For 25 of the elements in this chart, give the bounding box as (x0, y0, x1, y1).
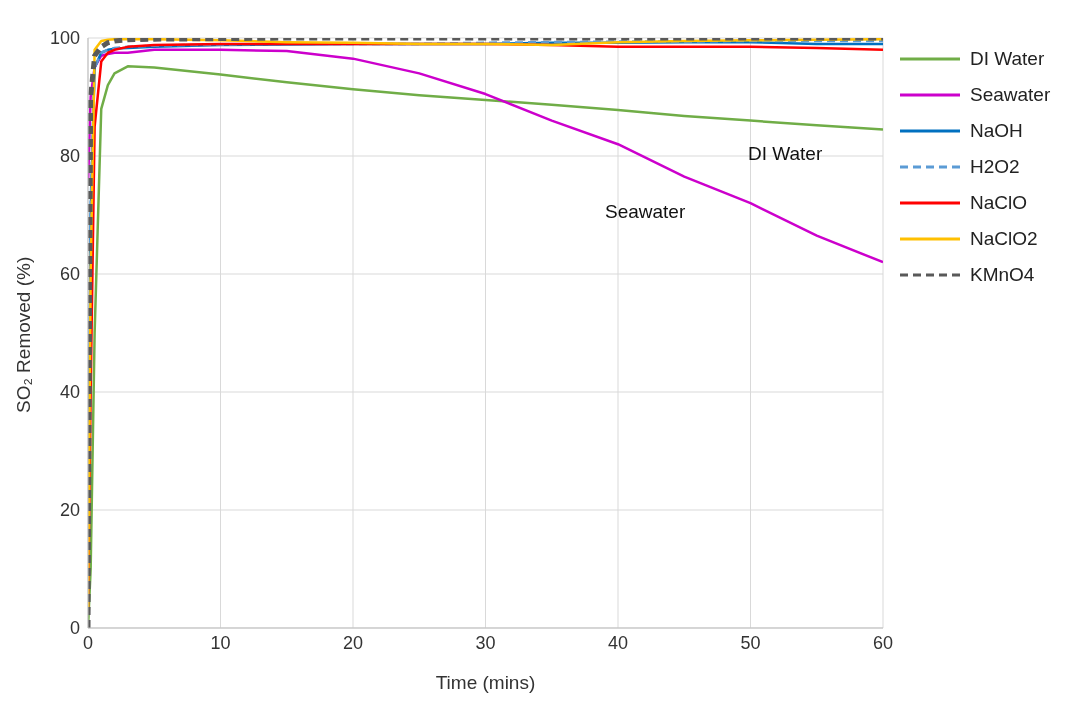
legend-label: KMnO4 (970, 264, 1035, 286)
annotation: Seawater (605, 201, 686, 222)
x-tick-label: 20 (342, 632, 364, 653)
x-tick-label: 0 (82, 632, 94, 653)
legend-label: DI Water (970, 48, 1045, 70)
x-tick-label: 30 (475, 632, 496, 653)
legend-label: Seawater (970, 84, 1051, 106)
y-axis-title: SO₂ Removed (%) (12, 256, 34, 413)
y-tick-label: 40 (59, 382, 80, 403)
y-tick-label: 60 (59, 264, 80, 285)
x-tick-label: 40 (607, 632, 629, 653)
x-axis-title: Time (mins) (435, 672, 536, 694)
y-tick-label: 0 (69, 618, 80, 639)
y-tick-label: 100 (49, 28, 80, 49)
line-series (88, 48, 883, 264)
legend-label: NaClO2 (970, 228, 1038, 250)
legend-label: NaClO (970, 192, 1028, 214)
y-tick-label: 80 (59, 146, 80, 167)
annotation: DI Water (748, 143, 823, 164)
legend-label: H2O2 (970, 156, 1020, 178)
legend-label: NaOH (970, 120, 1023, 142)
x-tick-label: 10 (210, 632, 231, 653)
y-tick-label: 20 (59, 500, 80, 521)
x-tick-label: 50 (740, 632, 761, 653)
x-tick-label: 60 (872, 632, 894, 653)
